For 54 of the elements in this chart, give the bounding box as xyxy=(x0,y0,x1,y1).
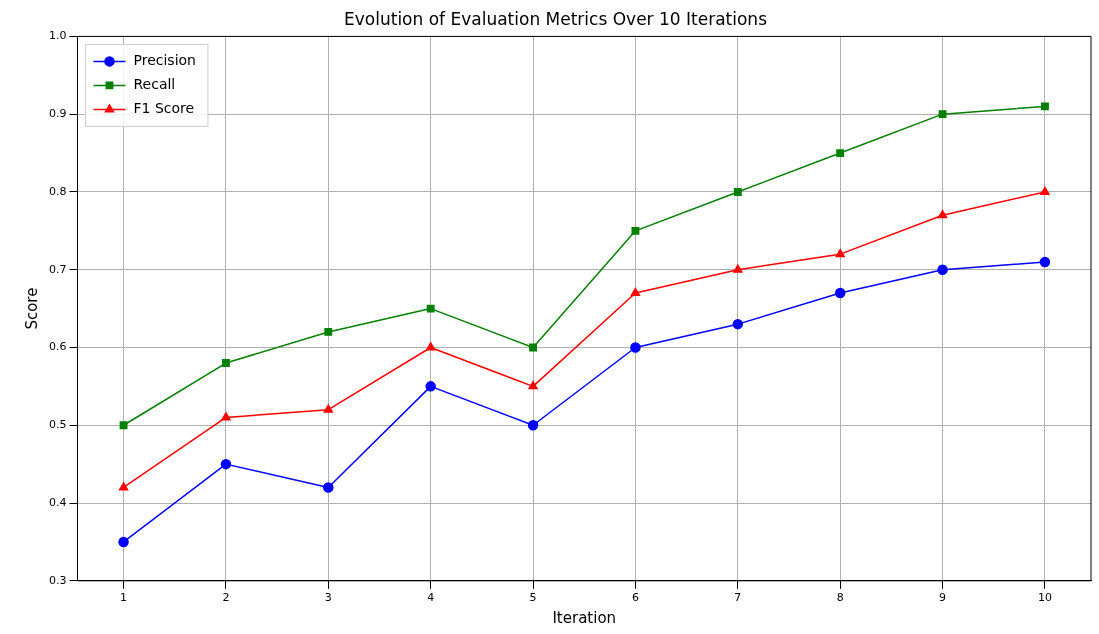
y-tick-label: 0.8 xyxy=(48,184,67,198)
point xyxy=(323,404,333,413)
y-tick-label: 0.6 xyxy=(48,340,67,354)
point xyxy=(118,482,129,491)
point xyxy=(631,226,640,235)
point xyxy=(222,359,230,367)
point xyxy=(1039,256,1051,268)
y-axis-title: Score xyxy=(22,287,41,330)
y-tick-label: 0.7 xyxy=(48,262,67,276)
legend-label: Recall xyxy=(133,76,176,93)
point xyxy=(835,248,845,258)
point xyxy=(426,342,436,351)
point xyxy=(733,188,742,196)
x-tick-label: 5 xyxy=(529,591,537,605)
point xyxy=(221,412,231,421)
point xyxy=(119,421,128,430)
point xyxy=(937,264,948,275)
x-tick-label: 6 xyxy=(631,591,639,605)
point xyxy=(834,287,846,299)
legend-label: Precision xyxy=(133,52,196,69)
x-tick-label: 8 xyxy=(836,591,844,605)
point xyxy=(426,304,435,313)
x-tick-label: 3 xyxy=(324,591,332,605)
y-tick-label: 0.9 xyxy=(48,107,67,121)
point xyxy=(630,342,641,353)
point xyxy=(528,381,538,390)
point xyxy=(630,287,641,297)
y-tick-label: 0.3 xyxy=(48,573,67,587)
point xyxy=(324,328,333,336)
point xyxy=(323,482,334,493)
point xyxy=(732,318,744,330)
point xyxy=(938,110,947,119)
point xyxy=(733,264,743,273)
y-tick-label: 1.0 xyxy=(48,29,67,43)
point xyxy=(425,381,436,392)
x-tick-label: 10 xyxy=(1037,591,1052,605)
x-tick-label: 9 xyxy=(939,591,947,605)
point xyxy=(1041,102,1049,111)
x-tick-label: 1 xyxy=(120,591,128,605)
point xyxy=(1040,186,1050,195)
x-tick-label: 4 xyxy=(427,591,435,605)
y-tick-label: 0.4 xyxy=(48,495,67,509)
legend-label: F1 Score xyxy=(133,100,195,117)
point xyxy=(836,149,845,157)
point xyxy=(527,420,539,431)
point xyxy=(529,343,537,352)
x-tick-label: 2 xyxy=(222,591,230,605)
x-axis-title: Iteration xyxy=(552,608,617,627)
point xyxy=(220,458,232,470)
point xyxy=(937,210,948,219)
y-tick-label: 0.5 xyxy=(48,418,67,432)
chart-title: Evolution of Evaluation Metrics Over 10 Iterations xyxy=(344,8,768,29)
point xyxy=(118,536,129,548)
x-tick-label: 7 xyxy=(734,591,742,605)
